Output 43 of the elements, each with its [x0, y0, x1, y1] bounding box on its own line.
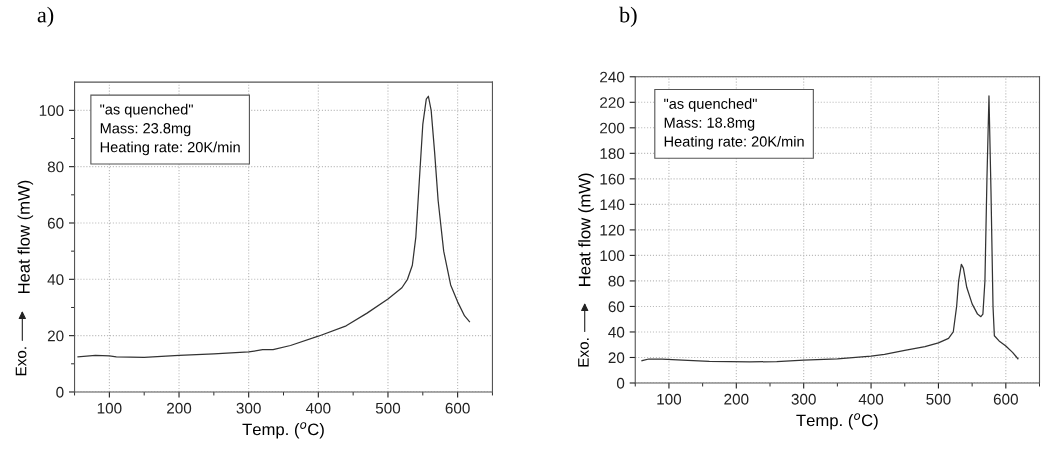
y-tick-label: 40	[608, 326, 625, 338]
x-tick-label: 300	[236, 402, 261, 414]
x-tick-label: 300	[791, 393, 816, 405]
x-tick-label: 400	[305, 402, 331, 414]
y-tick-label: 80	[47, 161, 64, 173]
y-tick-label: 160	[600, 173, 625, 185]
annotation: "as quenched" Mass: 23.8mg Heating rate: 20K/min	[100, 103, 240, 156]
y-tick-label: 60	[608, 301, 625, 313]
text: Exo.	[578, 338, 589, 367]
line-series	[641, 95, 1019, 363]
x-tick-label: 100	[97, 402, 122, 414]
x-tick-label: 500	[926, 393, 951, 405]
x-tick-label: 200	[167, 402, 192, 414]
x-tick-label: 200	[724, 393, 749, 405]
x-tick-label: 600	[993, 393, 1018, 405]
y-tick-label: 20	[608, 352, 625, 364]
y-tick-label: 0	[56, 386, 64, 398]
y-axis-title: Heat flow (mW)	[578, 173, 594, 286]
y-tick-label: 60	[47, 217, 64, 229]
x-tick-label: 400	[858, 393, 884, 405]
chart-title: a)	[37, 6, 54, 27]
y-tick-label: 80	[608, 275, 625, 287]
annotation: "as quenched" Mass: 18.8mg Heating rate: 20K/min	[664, 98, 804, 150]
y-tick-label: 240	[600, 71, 625, 83]
y-tick-label: 100	[600, 250, 625, 262]
y-tick-label: 40	[47, 274, 64, 286]
x-tick-label: 600	[445, 402, 470, 414]
x-tick-label: 100	[657, 393, 682, 405]
text: Exo.	[15, 347, 27, 376]
y-tick-label: 100	[39, 105, 64, 117]
y-tick-label: 140	[600, 199, 625, 211]
x-axis-title: Temp. ($^{o}$C)	[796, 413, 878, 430]
y-axis-title: Heat flow (mW)	[17, 180, 34, 294]
y-tick-label: 220	[600, 97, 625, 108]
y-tick-label: 20	[47, 330, 64, 342]
y-tick-label: 120	[600, 224, 625, 236]
chart-title: b)	[619, 6, 637, 27]
y-tick-label: 200	[600, 122, 625, 134]
y-tick-label: 0	[616, 377, 625, 389]
line-series	[77, 95, 471, 358]
x-tick-label: 500	[375, 402, 401, 414]
y-tick-label: 180	[600, 148, 625, 160]
x-axis-title: Temp. ($^{o}$C)	[242, 422, 324, 439]
